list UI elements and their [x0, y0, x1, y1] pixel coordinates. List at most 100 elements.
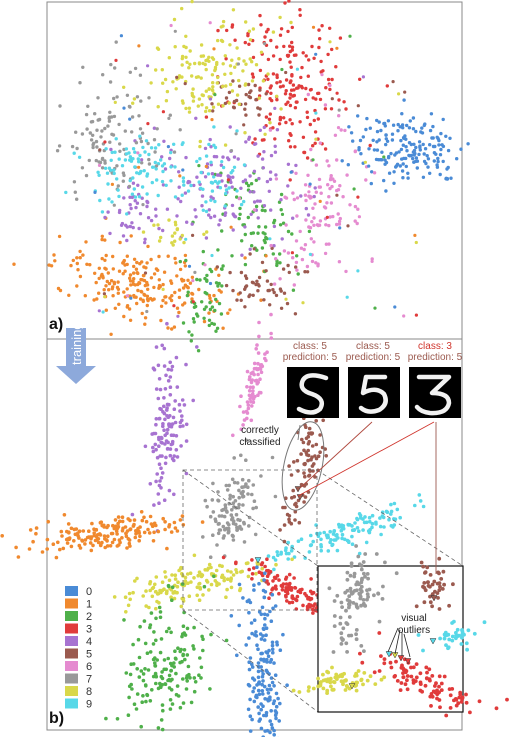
point-class-8 [153, 582, 157, 587]
point-class-1 [93, 538, 98, 543]
point-class-0 [266, 691, 271, 695]
point-class-0 [244, 643, 248, 647]
point-class-2 [176, 646, 180, 650]
point-class-7 [359, 584, 364, 589]
point-class-1 [150, 524, 155, 528]
point-class-5 [282, 291, 287, 295]
point-class-1 [40, 550, 45, 554]
point-class-7 [349, 633, 354, 638]
point-class-7 [273, 494, 278, 499]
point-class-5 [403, 90, 407, 94]
point-class-1 [69, 544, 74, 549]
point-class-7 [110, 132, 114, 136]
point-class-8 [268, 121, 272, 125]
point-class-9 [98, 198, 102, 203]
point-class-8 [148, 580, 153, 584]
point-class-9 [326, 549, 331, 553]
point-class-7 [363, 603, 367, 608]
point-class-7 [125, 93, 130, 98]
point-class-9 [235, 189, 239, 193]
point-class-1 [129, 283, 133, 287]
point-class-9 [184, 237, 188, 241]
point-class-6 [299, 246, 304, 250]
point-class-9 [209, 198, 213, 202]
legend-swatch-8 [65, 686, 78, 696]
point-class-3 [287, 0, 291, 3]
point-class-7 [139, 99, 143, 103]
point-class-7 [172, 150, 177, 154]
point-class-2 [263, 225, 268, 229]
point-class-1 [125, 546, 129, 550]
point-class-1 [104, 308, 109, 312]
point-class-8 [170, 234, 175, 238]
point-class-5 [304, 436, 309, 441]
point-class-2 [201, 648, 205, 653]
point-class-2 [205, 273, 209, 278]
point-class-4 [120, 221, 125, 226]
point-class-2 [311, 158, 315, 162]
point-class-7 [340, 605, 344, 609]
point-class-5 [318, 450, 322, 455]
point-class-8 [311, 686, 316, 691]
point-class-1 [136, 288, 140, 293]
point-class-3 [271, 54, 276, 58]
point-class-3 [403, 682, 408, 687]
point-class-7 [103, 126, 107, 131]
point-class-2 [217, 281, 221, 286]
point-class-9 [110, 200, 114, 204]
point-class-8 [204, 89, 208, 93]
point-class-0 [445, 167, 449, 171]
point-class-0 [264, 668, 269, 673]
point-class-1 [177, 310, 181, 315]
point-class-5 [294, 265, 298, 269]
point-class-8 [247, 29, 252, 33]
point-class-8 [343, 688, 348, 692]
point-class-2 [143, 683, 148, 687]
point-class-9 [370, 513, 375, 518]
point-class-8 [180, 56, 184, 61]
point-class-1 [162, 270, 167, 274]
point-class-4 [299, 194, 303, 198]
point-class-0 [122, 106, 126, 110]
point-class-1 [75, 284, 79, 288]
point-class-8 [213, 579, 218, 583]
point-class-2 [169, 688, 174, 692]
point-class-8 [211, 57, 216, 61]
point-class-4 [166, 367, 171, 372]
point-class-0 [433, 144, 437, 149]
point-class-5 [224, 96, 229, 100]
point-class-4 [209, 145, 213, 149]
point-class-4 [262, 204, 267, 208]
point-class-1 [122, 314, 126, 319]
point-class-5 [272, 290, 276, 295]
point-class-9 [382, 525, 386, 529]
point-class-0 [272, 661, 276, 665]
point-class-8 [169, 595, 173, 599]
point-class-3 [326, 52, 330, 57]
point-class-3 [221, 555, 226, 560]
point-class-8 [263, 132, 267, 136]
point-class-1 [169, 279, 173, 283]
point-class-3 [424, 676, 429, 681]
point-class-8 [183, 575, 188, 580]
point-class-5 [248, 90, 252, 95]
legend-label-8: 8 [86, 686, 92, 698]
point-class-0 [401, 126, 405, 130]
point-class-1 [45, 537, 50, 542]
point-class-2 [163, 682, 168, 686]
point-class-9 [374, 522, 378, 526]
point-class-7 [361, 598, 366, 602]
point-class-1 [125, 304, 130, 308]
point-class-8 [189, 580, 193, 584]
point-class-1 [144, 519, 149, 524]
point-class-0 [257, 610, 262, 614]
point-class-3 [304, 86, 308, 91]
point-class-6 [292, 197, 296, 202]
point-class-8 [254, 62, 259, 67]
point-class-9 [387, 517, 391, 522]
digit-sample-2: class: 5 prediction: 5 [346, 341, 401, 418]
point-class-4 [163, 167, 168, 171]
point-class-7 [241, 485, 246, 489]
point-class-4 [254, 142, 258, 146]
point-class-1 [141, 273, 146, 278]
